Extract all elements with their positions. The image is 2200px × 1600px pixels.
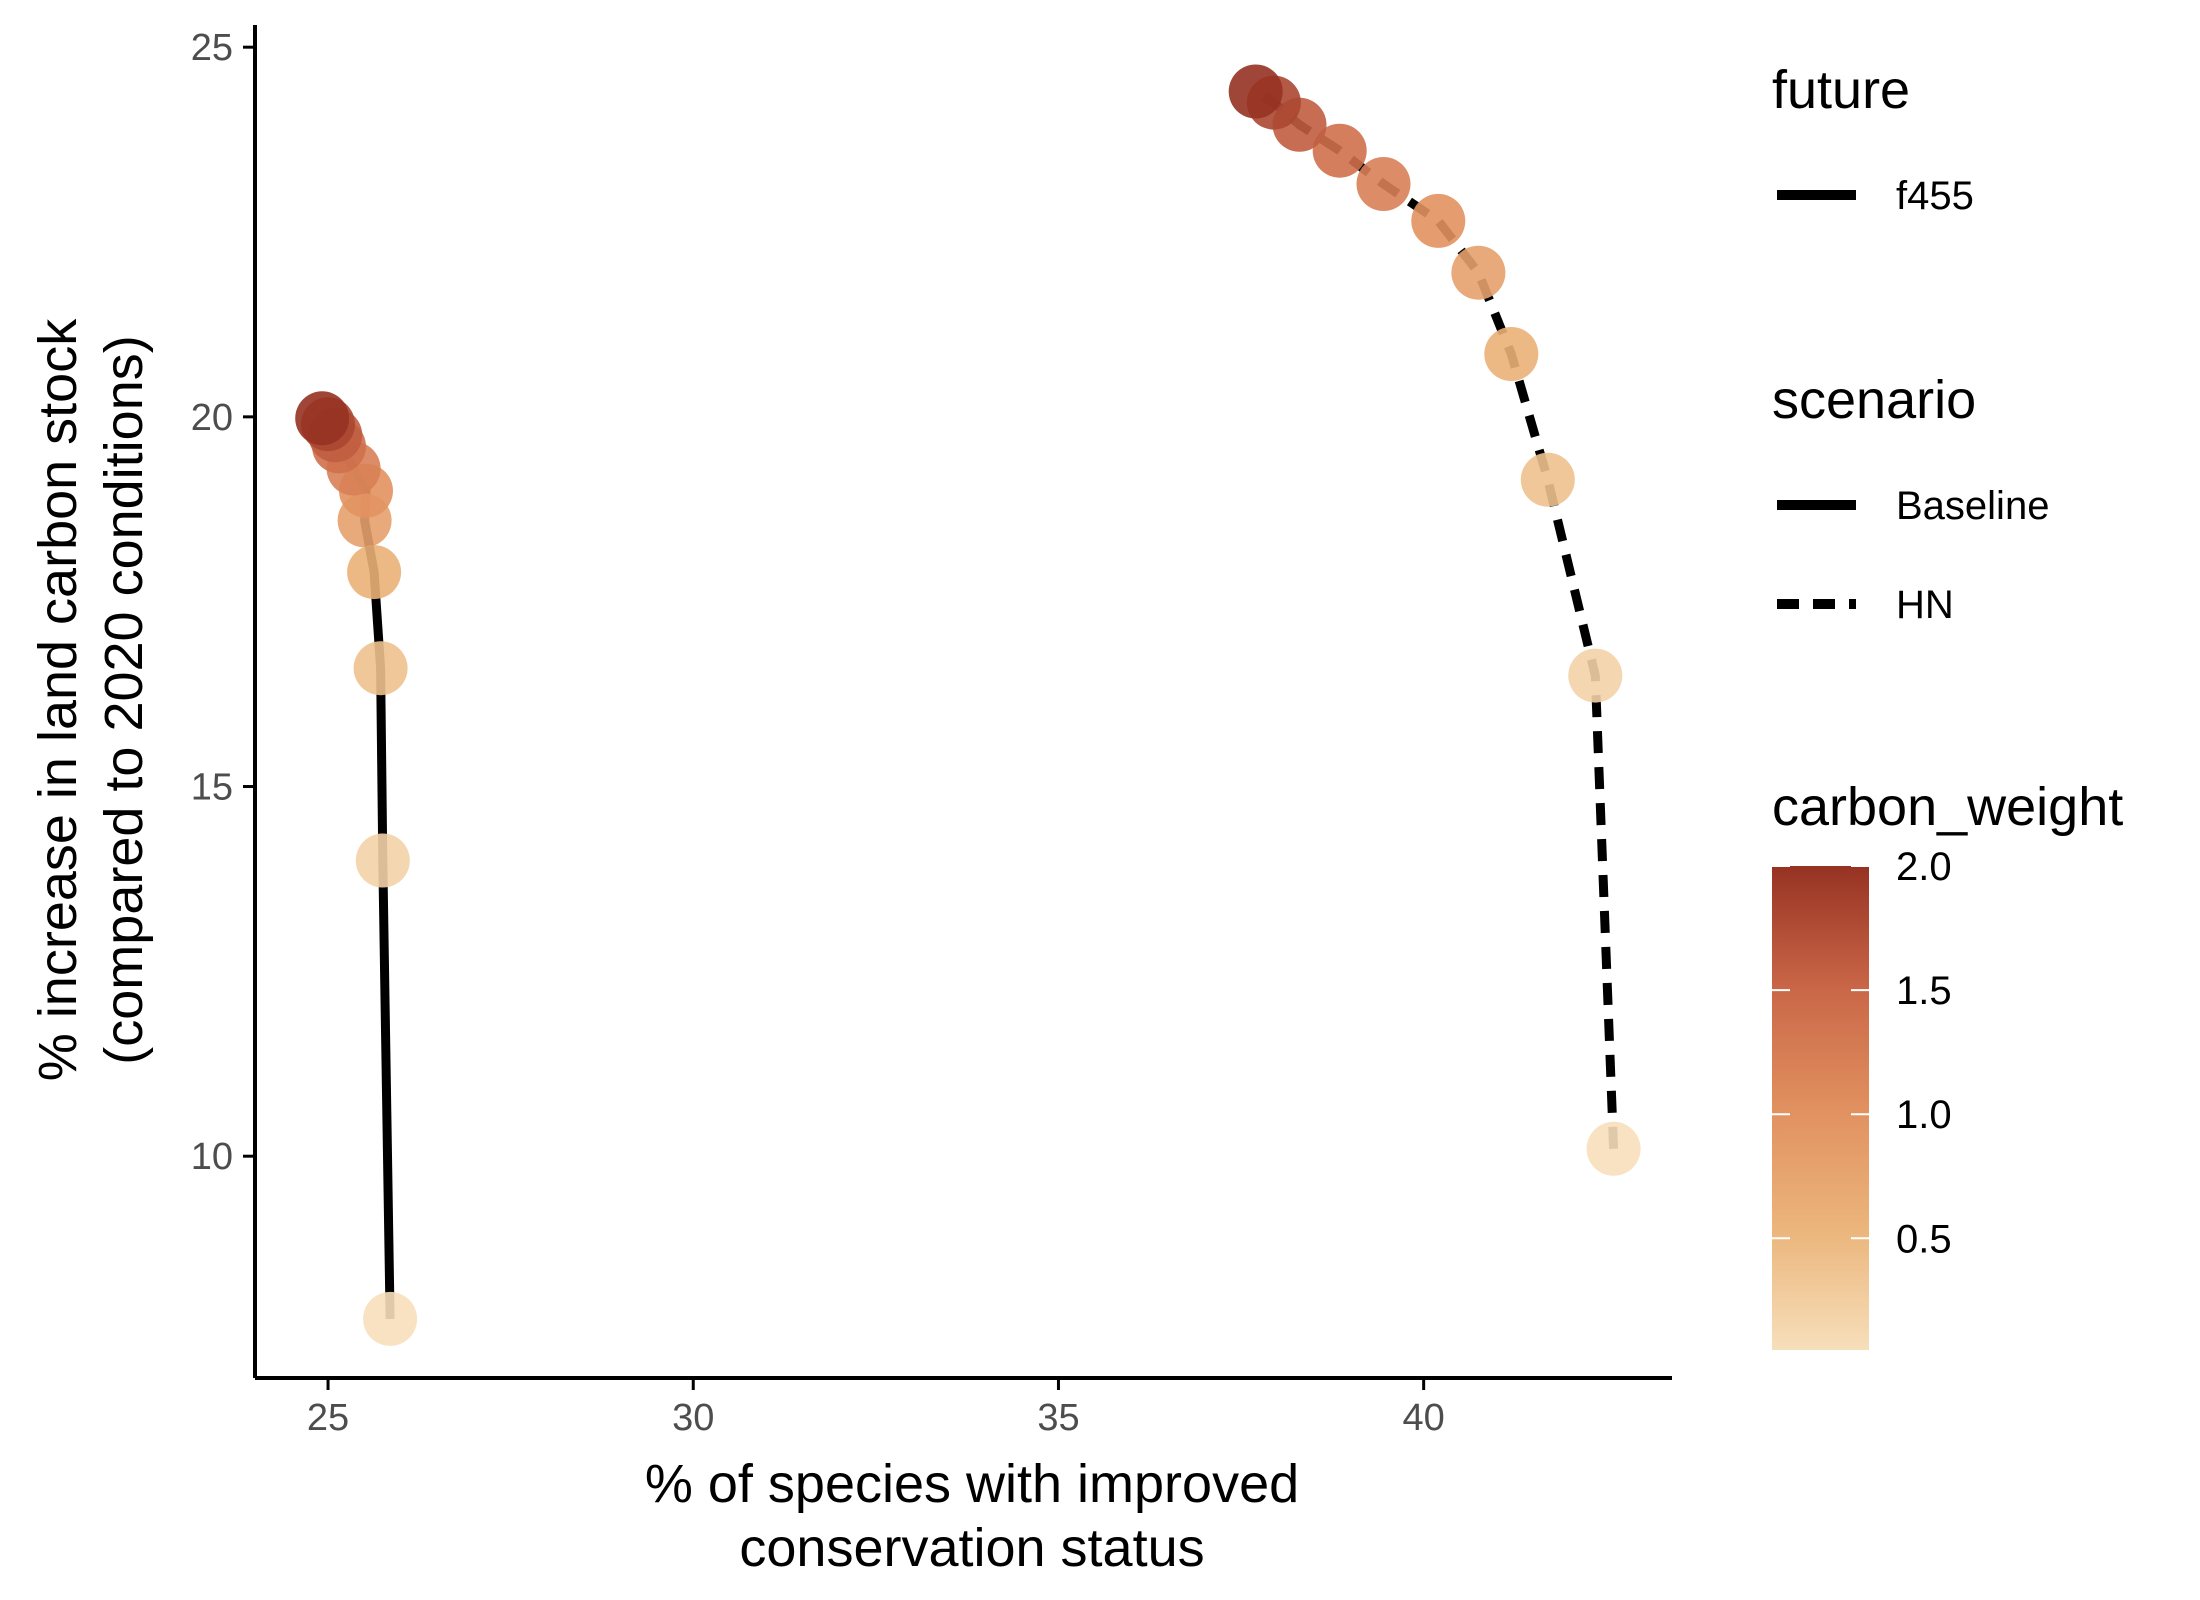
y-axis-title: % increase in land carbon stock [28, 318, 88, 1081]
data-point-hn-2 [1520, 452, 1575, 507]
colorbar-tick-label: 2.0 [1896, 845, 1952, 889]
colorbar-tick-label: 1.0 [1896, 1093, 1952, 1137]
data-point-baseline-1 [355, 833, 410, 888]
x-tick-label: 35 [1037, 1397, 1079, 1439]
series-line-hn [1253, 87, 1619, 1149]
legend: future f455 scenario Baseline HN carbon_… [1772, 60, 2123, 1350]
data-point-hn-10 [1228, 64, 1283, 119]
data-point-hn-7 [1312, 123, 1367, 178]
data-point-baseline-10 [295, 391, 350, 446]
axes [243, 25, 1672, 1390]
tick-labels: 25 30 35 40 10 15 20 25 [191, 27, 1445, 1439]
legend-label-f455: f455 [1896, 174, 1974, 218]
colorbar-tick-label: 1.5 [1896, 969, 1952, 1013]
data-point-baseline-3 [347, 545, 402, 600]
carbon-weight-colorbar [1772, 866, 1869, 1350]
y-axis-title-line-2: (compared to 2020 conditions) [94, 335, 154, 1064]
y-tick-label: 10 [191, 1136, 233, 1178]
data-point-baseline-2 [353, 641, 408, 696]
data-point-baseline-0 [363, 1291, 418, 1346]
data-point-hn-1 [1568, 648, 1623, 703]
data-point-hn-0 [1586, 1121, 1641, 1176]
y-tick-label: 15 [191, 767, 233, 809]
data-point-hn-3 [1484, 327, 1539, 381]
colorbar-tick-label: 0.5 [1896, 1217, 1952, 1261]
data-point-hn-4 [1451, 245, 1506, 300]
data-point-hn-5 [1411, 193, 1466, 248]
legend-title-scenario: scenario [1772, 370, 1976, 430]
y-tick-label: 25 [191, 27, 233, 69]
legend-title-carbon-weight: carbon_weight [1772, 777, 2123, 837]
x-tick-label: 30 [672, 1397, 714, 1439]
colorbar-ticks: 2.0 1.5 1.0 0.5 [1772, 845, 1952, 1261]
x-tick-label: 40 [1403, 1397, 1445, 1439]
legend-title-future: future [1772, 60, 1910, 120]
data-point-hn-6 [1356, 157, 1411, 211]
legend-label-baseline: Baseline [1896, 484, 2049, 528]
y-tick-label: 20 [191, 397, 233, 439]
legend-label-hn: HN [1896, 583, 1954, 627]
x-axis-title-line-2: conservation status [739, 1518, 1204, 1578]
x-axis-title: % of species with improved [645, 1454, 1299, 1514]
data-marks [295, 64, 1641, 1346]
x-tick-label: 25 [307, 1397, 349, 1439]
